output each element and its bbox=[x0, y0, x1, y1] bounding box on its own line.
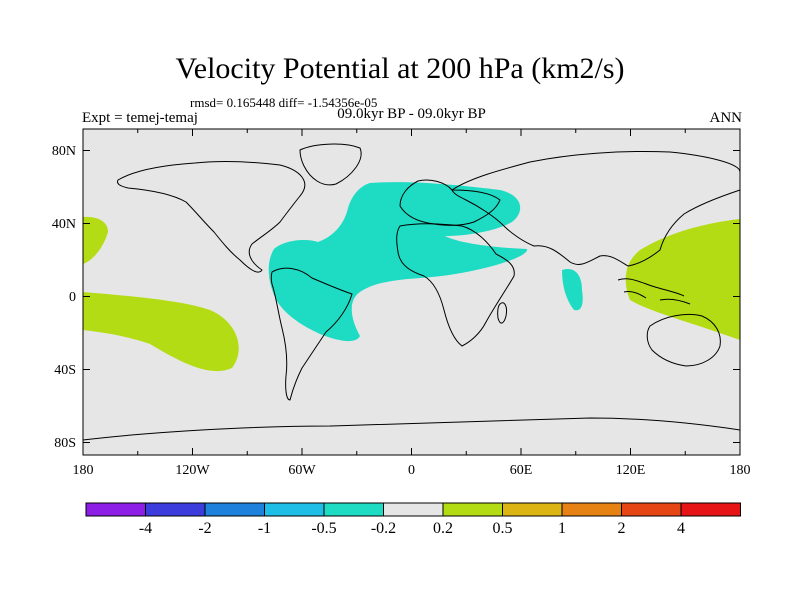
coast-maritime-islands bbox=[617, 278, 691, 305]
colorbar-box bbox=[442, 502, 503, 517]
experiment-label: Expt = temej-temaj bbox=[82, 110, 198, 126]
colorbar: -4 -2 -1 -0.5 -0.2 0.2 0.5 1 2 4 bbox=[85, 502, 741, 537]
map-ticks bbox=[82, 129, 741, 455]
colorbar-box bbox=[145, 502, 206, 517]
colorbar-boxes bbox=[85, 502, 741, 517]
chart-title: Velocity Potential at 200 hPa (km2/s) bbox=[175, 52, 625, 85]
coast-madagascar bbox=[497, 302, 507, 324]
x-tick-label: 180 bbox=[73, 463, 94, 478]
colorbar-box bbox=[621, 502, 682, 517]
coast-africa bbox=[396, 223, 515, 347]
colorbar-label: -2 bbox=[198, 520, 211, 537]
colorbar-box bbox=[204, 502, 265, 517]
colorbar-labels: -4 -2 -1 -0.5 -0.2 0.2 0.5 1 2 4 bbox=[139, 520, 685, 537]
colorbar-label: -0.5 bbox=[311, 520, 336, 537]
y-tick-label: 80S bbox=[54, 436, 76, 451]
colorbar-label: -0.2 bbox=[371, 520, 396, 537]
x-tick-label: 120E bbox=[616, 463, 646, 478]
colorbar-box bbox=[502, 502, 563, 517]
colorbar-label: -1 bbox=[258, 520, 271, 537]
positive-region-south-pacific bbox=[83, 292, 239, 372]
colorbar-label: 4 bbox=[677, 520, 685, 537]
period-label: 09.0kyr BP - 09.0kyr BP bbox=[337, 106, 486, 122]
season-label: ANN bbox=[709, 110, 743, 126]
colorbar-box bbox=[323, 502, 384, 517]
y-tick-label: 40N bbox=[52, 217, 76, 232]
colorbar-label: -4 bbox=[139, 520, 152, 537]
positive-region-west-pacific bbox=[625, 219, 740, 340]
colorbar-box bbox=[680, 502, 741, 517]
map-panel: 180 120W 60W 0 60E 120E 180 80N 40N 0 40… bbox=[52, 128, 751, 478]
coastlines bbox=[82, 143, 741, 441]
colorbar-box bbox=[264, 502, 325, 517]
colorbar-label: 2 bbox=[618, 520, 626, 537]
x-tick-label: 60W bbox=[288, 463, 316, 478]
colorbar-label: 0.2 bbox=[433, 520, 453, 537]
coast-greenland bbox=[299, 143, 362, 186]
x-tick-label: 60E bbox=[510, 463, 533, 478]
negative-region-indian-ocean bbox=[562, 268, 583, 311]
map-axis-labels: 180 120W 60W 0 60E 120E 180 80N 40N 0 40… bbox=[52, 144, 751, 478]
y-tick-label: 40S bbox=[54, 363, 76, 378]
colorbar-box bbox=[383, 502, 444, 517]
coast-south-america bbox=[270, 267, 353, 401]
positive-anomaly-regions bbox=[83, 216, 740, 372]
colorbar-box bbox=[85, 502, 146, 517]
negative-region-atlantic-africa bbox=[268, 182, 528, 342]
y-tick-label: 0 bbox=[69, 290, 76, 305]
stats-text: rmsd= 0.165448 diff= -1.54356e-05 bbox=[190, 95, 378, 110]
coast-north-america bbox=[117, 161, 306, 273]
colorbar-label: 1 bbox=[558, 520, 566, 537]
coast-asia bbox=[451, 150, 741, 267]
x-tick-label: 120W bbox=[175, 463, 210, 478]
coast-antarctica bbox=[82, 417, 741, 441]
x-tick-label: 180 bbox=[730, 463, 751, 478]
colorbar-box bbox=[561, 502, 622, 517]
negative-anomaly-regions bbox=[268, 182, 583, 342]
coast-australia bbox=[646, 313, 721, 367]
y-tick-label: 80N bbox=[52, 144, 76, 159]
positive-region-north-pacific-edge bbox=[83, 216, 108, 264]
x-tick-label: 0 bbox=[408, 463, 415, 478]
colorbar-label: 0.5 bbox=[493, 520, 513, 537]
